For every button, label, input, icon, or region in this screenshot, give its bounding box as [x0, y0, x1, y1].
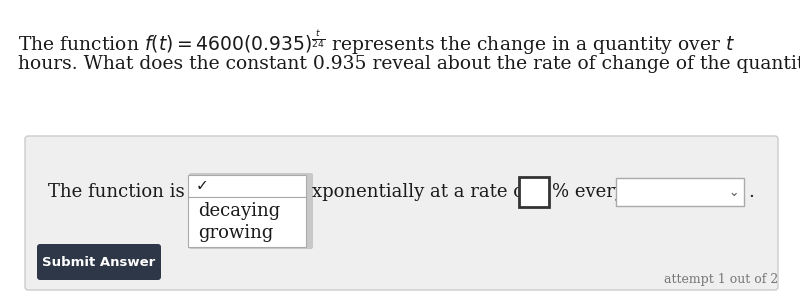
FancyBboxPatch shape — [37, 244, 161, 280]
Text: .: . — [748, 183, 754, 201]
FancyBboxPatch shape — [519, 177, 549, 207]
Text: Submit Answer: Submit Answer — [42, 255, 156, 268]
Text: ⌄: ⌄ — [729, 186, 739, 198]
FancyBboxPatch shape — [189, 173, 313, 249]
FancyBboxPatch shape — [25, 136, 778, 290]
Text: The function $f(t) = 4600(0.935)^{\frac{t}{24}}$ represents the change in a quan: The function $f(t) = 4600(0.935)^{\frac{… — [18, 29, 735, 57]
FancyBboxPatch shape — [188, 197, 306, 247]
Text: decaying: decaying — [198, 202, 280, 220]
FancyBboxPatch shape — [616, 178, 744, 206]
Text: % every: % every — [552, 183, 625, 201]
Text: ✓: ✓ — [196, 178, 209, 194]
Text: The function is: The function is — [48, 183, 185, 201]
Text: xponentially at a rate of: xponentially at a rate of — [312, 183, 530, 201]
Text: attempt 1 out of 2: attempt 1 out of 2 — [664, 273, 778, 285]
FancyBboxPatch shape — [188, 175, 306, 197]
Text: growing: growing — [198, 224, 274, 242]
Text: hours. What does the constant 0.935 reveal about the rate of change of the quant: hours. What does the constant 0.935 reve… — [18, 55, 800, 73]
